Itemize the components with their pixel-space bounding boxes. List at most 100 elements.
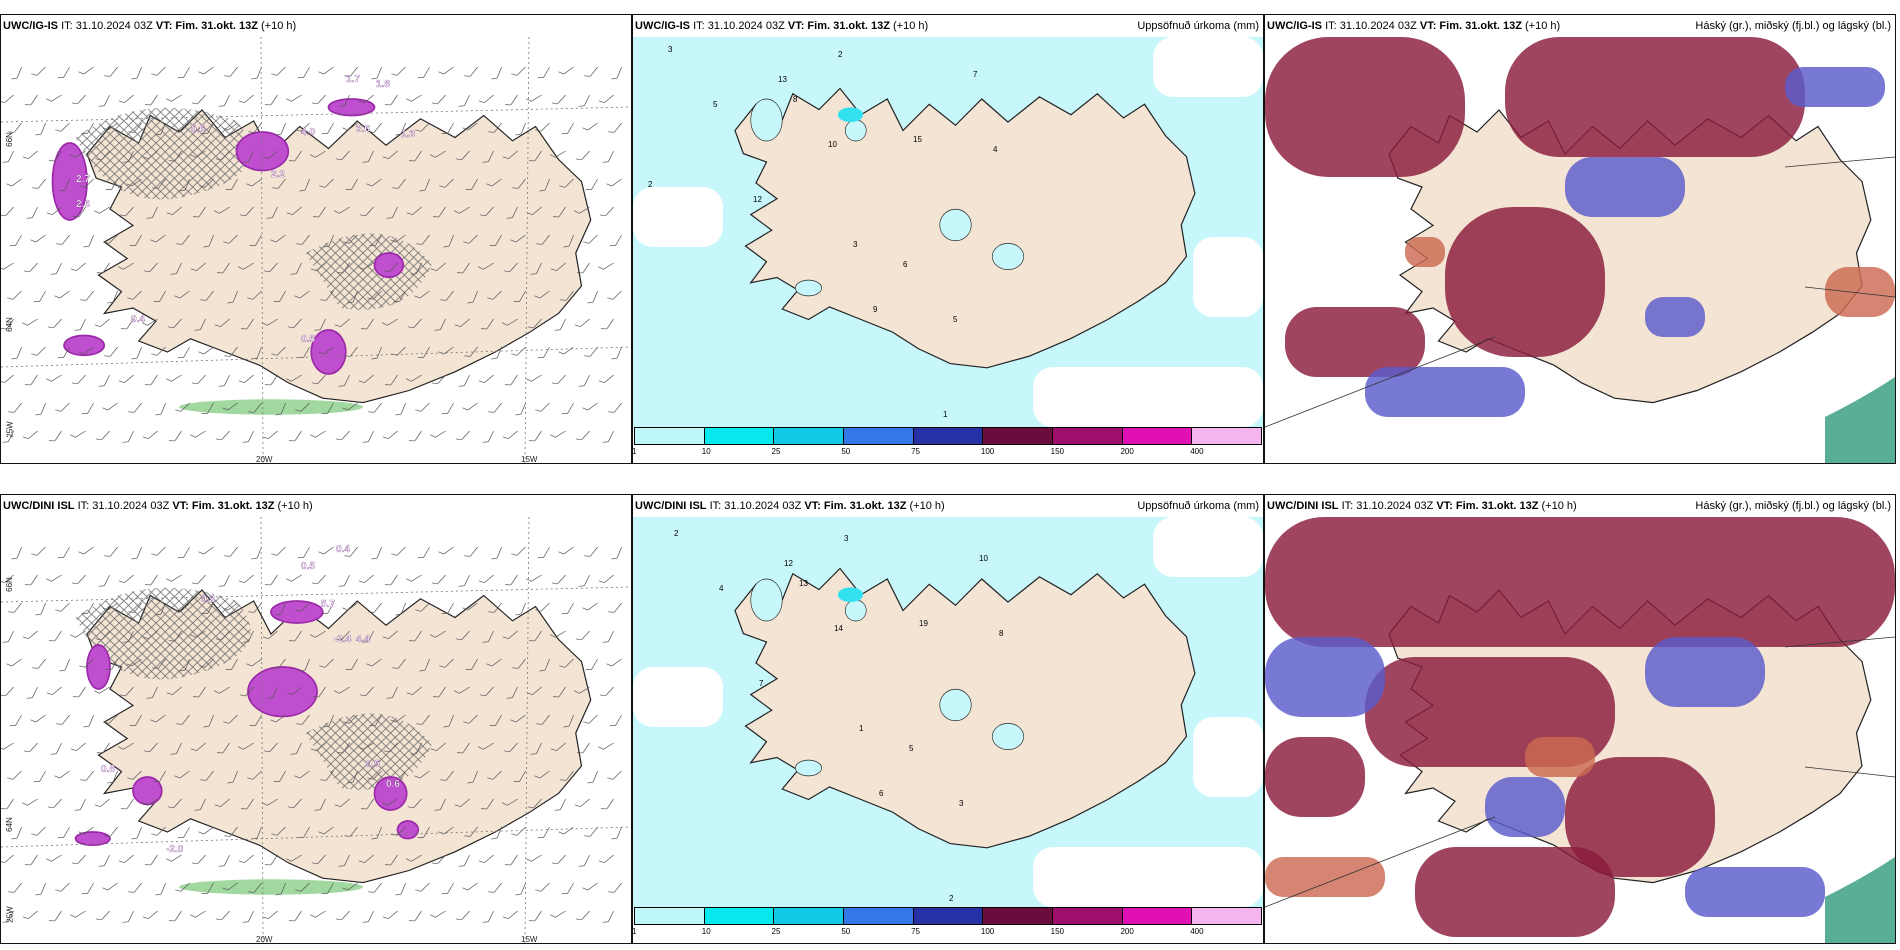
- wind-barb: [342, 122, 358, 131]
- wind-barb: [266, 206, 278, 219]
- wind-barb: [169, 430, 182, 442]
- wind-barb: [502, 798, 518, 806]
- wind-barb: [574, 798, 590, 808]
- wind-barb: [392, 178, 406, 189]
- wind-barb: [515, 122, 526, 136]
- precip-value: 7: [759, 679, 764, 688]
- wind-barb: [385, 854, 398, 866]
- wind-barb: [534, 770, 550, 779]
- wind-barb: [441, 402, 454, 414]
- wind-barb: [382, 150, 398, 160]
- precip-value: 2: [838, 50, 843, 59]
- wind-barb: [606, 178, 622, 187]
- wind-barb: [406, 374, 422, 382]
- wind-barb: [55, 122, 70, 132]
- wind-barb: [575, 630, 590, 641]
- wind-barb: [550, 630, 566, 638]
- wind-barb: [8, 882, 22, 893]
- wind-barb: [321, 402, 334, 414]
- wind-barb: [74, 798, 86, 811]
- wind-barb: [338, 574, 350, 587]
- legend-swatch: [635, 908, 705, 924]
- vt-label: VT:: [172, 500, 189, 512]
- wind-barb: [392, 658, 406, 669]
- dry-area: [1033, 367, 1263, 427]
- wind-barb: [102, 882, 118, 891]
- wind-barb: [299, 178, 310, 192]
- wind-barb: [200, 770, 214, 781]
- wind-barb: [79, 658, 94, 668]
- wind-barb: [560, 770, 574, 781]
- wind-barb: [218, 854, 230, 867]
- wind-barb: [94, 798, 110, 808]
- wind-barb: [503, 262, 518, 273]
- wind-barb: [602, 630, 614, 643]
- wind-barb: [537, 826, 550, 838]
- hatch-area: [305, 713, 432, 790]
- wind-barb: [49, 150, 62, 162]
- precip-legend: 1 10 25 50 75 100 150 200 400: [633, 907, 1262, 943]
- wind-barb: [385, 374, 398, 386]
- wind-barb: [6, 178, 22, 187]
- wind-barb: [174, 770, 190, 779]
- snow-label: -2.4: [334, 634, 352, 645]
- wind-barb: [607, 290, 622, 300]
- wind-barb: [22, 630, 38, 640]
- wind-barb: [583, 234, 598, 244]
- wind-barb: [559, 658, 574, 668]
- lead-time: (+10 h): [909, 500, 945, 512]
- precip-value: 2: [648, 180, 653, 189]
- wind-barb: [214, 798, 230, 808]
- wind-barb: [190, 630, 206, 638]
- lead-time: (+10 h): [1541, 500, 1577, 512]
- wind-barb: [224, 66, 238, 77]
- wind-barb: [454, 686, 470, 694]
- wind-barb: [502, 318, 518, 326]
- wind-barb: [320, 290, 334, 301]
- wind-barb: [296, 714, 310, 725]
- precip-value: 5: [713, 100, 718, 109]
- wind-barb: [550, 262, 566, 272]
- wind-barb: [31, 546, 46, 556]
- snow-area: [247, 666, 318, 718]
- wind-barb: [438, 546, 454, 555]
- wind-barb: [167, 798, 182, 809]
- wind-barb: [458, 854, 470, 867]
- wind-barb: [489, 714, 502, 726]
- wind-barb: [462, 122, 478, 131]
- wind-barb: [369, 714, 382, 726]
- wind-barb: [166, 94, 182, 102]
- wind-barb: [248, 882, 262, 893]
- wind-barb: [385, 94, 398, 106]
- wind-barb: [455, 630, 470, 641]
- snow-area: [310, 329, 347, 375]
- wind-barb: [358, 262, 374, 270]
- wind-barb: [320, 770, 334, 781]
- panel-bottom-cloud: UWC/DINI ISL IT: 31.10.2024 03Z VT: Fim.…: [1264, 494, 1896, 944]
- wind-barb: [169, 150, 182, 162]
- wind-barb: [242, 910, 254, 923]
- snow-label: 0.6: [386, 779, 400, 790]
- wind-barb: [583, 714, 598, 724]
- wind-barb: [371, 546, 382, 560]
- cloud-area: [1265, 857, 1385, 897]
- legend-swatch: [704, 428, 775, 444]
- wind-barb: [55, 402, 70, 412]
- wind-barb: [57, 346, 70, 358]
- low-cloud-edge: [1825, 857, 1895, 943]
- wind-barb: [510, 714, 526, 723]
- cloud-area: [1365, 367, 1525, 417]
- wind-barb: [50, 262, 62, 275]
- wind-barb: [513, 290, 526, 302]
- legend-threshold: 400: [1190, 927, 1204, 936]
- wind-barb: [526, 94, 542, 102]
- snow-area: [327, 98, 376, 117]
- wind-barb: [104, 826, 118, 837]
- wind-barb: [462, 402, 478, 411]
- axis-label-20w: 20W: [256, 455, 273, 464]
- wind-barb: [142, 910, 158, 920]
- snow-area: [63, 334, 106, 357]
- hatch-area: [305, 233, 432, 310]
- wind-barb: [382, 910, 398, 920]
- wind-barb: [382, 318, 398, 326]
